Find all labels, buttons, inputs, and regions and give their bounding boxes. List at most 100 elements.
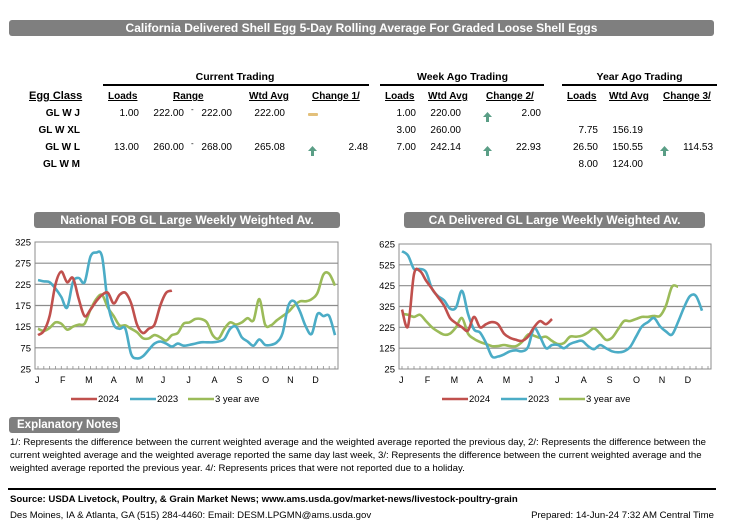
chart-ca-delivered: 625 525 425 325 225 125 25 J F M A M J J A S O N D 2024 2023… — [379, 240, 712, 405]
month-label: A — [211, 375, 217, 385]
month-label: A — [477, 375, 483, 385]
legend-label: 2023 — [528, 394, 549, 405]
current-wtd-avg: 222.00 — [254, 108, 285, 119]
egg-class-label: GL W XL — [38, 125, 80, 136]
header-year-change: Change 3/ — [663, 91, 711, 102]
group-divider — [380, 84, 544, 86]
current-wtd-avg: 265.08 — [254, 142, 285, 153]
month-label: J — [555, 375, 560, 385]
week-loads: 3.00 — [396, 125, 416, 136]
legend-label: 3 year ave — [586, 394, 630, 405]
group-current-trading: Current Trading — [195, 71, 275, 83]
egg-class-label: GL W L — [45, 142, 80, 153]
y-tick-label: 325 — [379, 302, 395, 313]
month-label: M — [503, 375, 511, 385]
header-current-range: Range — [173, 91, 204, 102]
header-current-wtd-avg: Wtd Avg — [249, 91, 289, 102]
y-tick-label: 125 — [15, 322, 31, 333]
week-loads: 1.00 — [396, 108, 416, 119]
month-label: F — [425, 375, 431, 385]
group-week-ago-trading: Week Ago Trading — [416, 71, 508, 83]
report-title: California Delivered Shell Egg 5-Day Rol… — [9, 20, 714, 36]
group-divider — [103, 84, 369, 86]
series-line-2024 — [37, 270, 173, 337]
year-loads: 7.75 — [578, 125, 598, 136]
range-separator: - — [191, 105, 194, 114]
header-year-wtd-avg: Wtd Avg — [609, 91, 649, 102]
up-arrow-icon — [308, 143, 317, 156]
current-loads: 13.00 — [113, 142, 139, 153]
y-tick-label: 625 — [379, 240, 395, 251]
month-label: A — [111, 375, 117, 385]
y-tick-label: 175 — [15, 301, 31, 312]
legend-label: 2024 — [98, 394, 119, 405]
month-label: A — [581, 375, 587, 385]
y-tick-label: 25 — [384, 365, 395, 376]
unchanged-icon — [308, 113, 318, 116]
month-label: O — [262, 375, 269, 385]
header-week-change: Change 2/ — [486, 91, 534, 102]
chart-ca-delivered-title: CA Delivered GL Large Weekly Weighted Av… — [404, 212, 705, 228]
up-arrow-icon — [660, 143, 669, 156]
series-line-2023 — [401, 250, 704, 359]
header-current-change: Change 1/ — [312, 91, 360, 102]
group-year-ago-trading: Year Ago Trading — [596, 71, 683, 83]
up-arrow-icon — [483, 143, 492, 156]
chart-national-title: National FOB GL Large Weekly Weighted Av… — [34, 212, 340, 228]
year-wtd-avg: 156.19 — [612, 125, 643, 136]
source-text: Source: USDA Livetock, Poultry, & Grain … — [10, 494, 518, 505]
prepared-timestamp: Prepared: 14-Jun-24 7:32 AM Central Time — [531, 510, 714, 521]
legend-label: 2023 — [157, 394, 178, 405]
y-tick-label: 425 — [379, 281, 395, 292]
week-loads: 7.00 — [396, 142, 416, 153]
footer-divider — [8, 488, 716, 490]
legend-label: 3 year ave — [215, 394, 259, 405]
contact-text: Des Moines, IA & Atlanta, GA (515) 284-4… — [10, 510, 372, 521]
y-tick-label: 75 — [20, 343, 31, 354]
header-week-wtd-avg: Wtd Avg — [428, 91, 468, 102]
month-label: S — [607, 375, 613, 385]
month-label: N — [659, 375, 666, 385]
month-label: M — [85, 375, 93, 385]
series-line-2024 — [400, 267, 553, 343]
month-label: J — [399, 375, 404, 385]
y-tick-label: 525 — [379, 260, 395, 271]
month-label: M — [136, 375, 144, 385]
legend-label: 2024 — [469, 394, 490, 405]
month-label: M — [451, 375, 459, 385]
y-tick-label: 225 — [379, 323, 395, 334]
notes-header: Explanatory Notes — [9, 417, 120, 433]
chart-national-fob: 325 275 225 175 125 75 25 J F M A M J J A S O N D 2024 2023 3… — [15, 238, 339, 405]
week-change: 22.93 — [515, 142, 541, 153]
current-range-low: 260.00 — [153, 142, 184, 153]
year-wtd-avg: 124.00 — [612, 159, 643, 170]
month-label: D — [685, 375, 692, 385]
week-wtd-avg: 220.00 — [430, 108, 461, 119]
header-current-loads: Loads — [108, 91, 138, 102]
egg-class-label: GL W M — [42, 159, 80, 170]
month-label: N — [287, 375, 294, 385]
week-wtd-avg: 260.00 — [430, 125, 461, 136]
month-label: D — [312, 375, 319, 385]
week-change: 2.00 — [521, 108, 541, 119]
current-range-high: 222.00 — [201, 108, 232, 119]
year-change: 114.53 — [683, 142, 713, 153]
series-line-2023 — [37, 250, 337, 360]
y-tick-label: 25 — [20, 365, 31, 376]
month-label: J — [529, 375, 534, 385]
month-label: J — [35, 375, 40, 385]
y-tick-label: 225 — [15, 280, 31, 291]
month-label: O — [633, 375, 640, 385]
group-divider — [562, 84, 717, 86]
header-egg-class: Egg Class — [29, 90, 83, 102]
current-range-low: 222.00 — [153, 108, 184, 119]
year-loads: 8.00 — [578, 159, 598, 170]
month-label: S — [236, 375, 242, 385]
month-label: F — [60, 375, 66, 385]
y-tick-label: 325 — [15, 238, 31, 249]
current-loads: 1.00 — [119, 108, 139, 119]
year-wtd-avg: 150.55 — [612, 142, 643, 153]
week-wtd-avg: 242.14 — [430, 142, 461, 153]
header-week-loads: Loads — [385, 91, 415, 102]
month-label: J — [161, 375, 166, 385]
